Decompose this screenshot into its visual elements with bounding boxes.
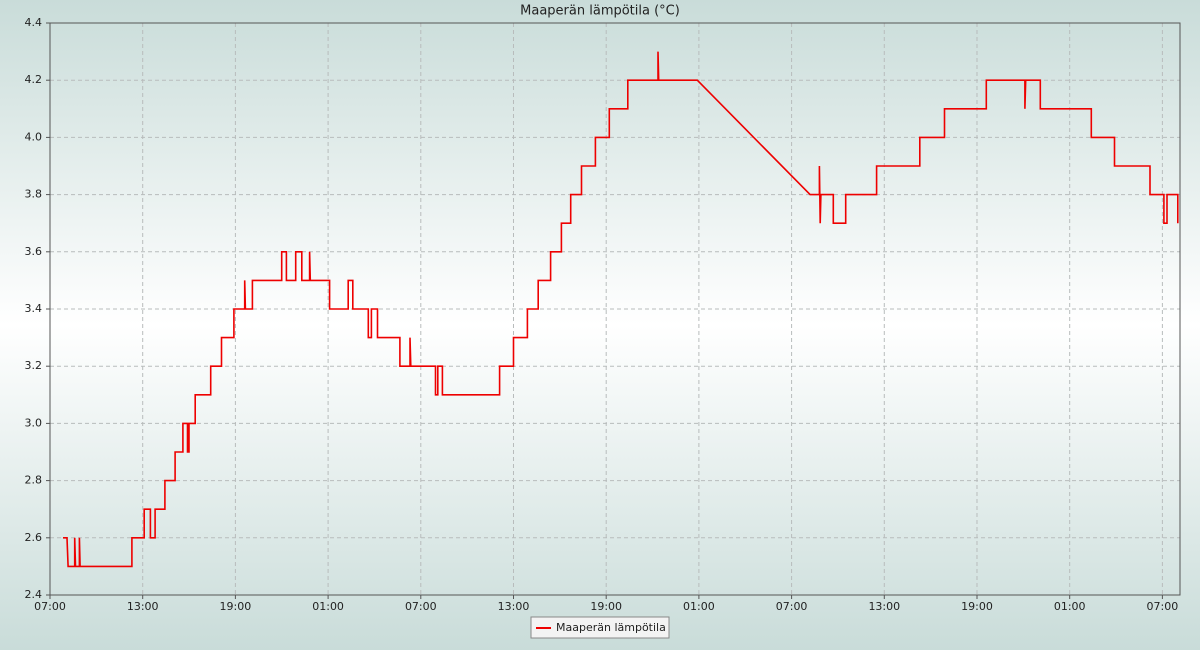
x-tick-label: 13:00 [127,600,159,613]
x-tick-label: 07:00 [776,600,808,613]
y-tick-label: 2.6 [25,531,43,544]
x-tick-label: 01:00 [312,600,344,613]
x-tick-label: 07:00 [34,600,66,613]
y-tick-label: 4.0 [25,130,43,143]
y-tick-label: 2.8 [25,474,43,487]
chart-title: Maaperän lämpötila (°C) [520,4,680,19]
legend: Maaperän lämpötila [530,616,670,639]
y-tick-label: 3.0 [25,416,43,429]
y-tick-label: 2.4 [25,588,43,601]
x-tick-label: 01:00 [1054,600,1086,613]
marks [63,51,1179,568]
y-tick-label: 3.2 [25,359,43,372]
y-tick-label: 3.4 [25,302,43,315]
x-tick-label: 19:00 [220,600,252,613]
x-tick-label: 07:00 [405,600,437,613]
y-tick-label: 4.4 [25,16,43,29]
plot-frame [49,22,1181,596]
x-tick-label: 13:00 [868,600,900,613]
x-tick-label: 19:00 [590,600,622,613]
data-line [63,51,1179,568]
legend-box [530,616,670,639]
legend-label: Maaperän lämpötila [556,621,666,634]
x-tick-label: 13:00 [498,600,530,613]
x-tick-label: 19:00 [961,600,993,613]
y-tick-label: 3.6 [25,245,43,258]
x-tick-label: 07:00 [1147,600,1179,613]
x-tick-label: 01:00 [683,600,715,613]
y-tick-label: 4.2 [25,73,43,86]
y-tick-label: 3.8 [25,188,43,201]
